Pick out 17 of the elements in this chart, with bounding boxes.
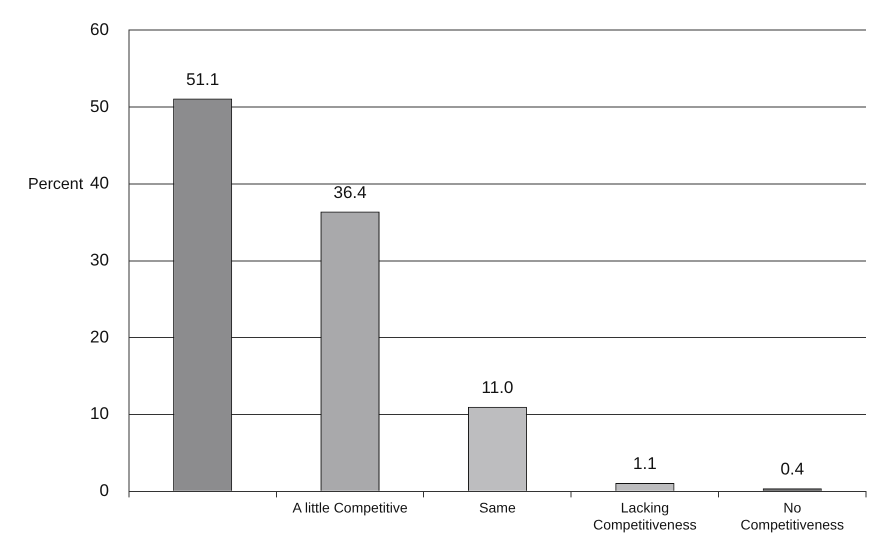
y-axis-title: Percent [28, 176, 84, 194]
data-label: 0.4 [780, 460, 804, 479]
y-tick-label: 10 [90, 404, 109, 424]
data-label: 11.0 [482, 378, 514, 398]
x-tick-label: Same [479, 500, 516, 516]
x-tick-label: Lacking Competitiveness [593, 500, 697, 532]
y-tick-label: 60 [90, 20, 109, 39]
data-label: 51.1 [186, 70, 220, 89]
data-label: 1.1 [633, 454, 657, 474]
y-tick-label: 50 [90, 96, 109, 116]
data-label: 36.4 [333, 182, 367, 202]
y-tick-label: 30 [90, 250, 109, 270]
y-tick-label: 0 [99, 481, 109, 500]
x-tick-label: A little Competitive [292, 500, 408, 516]
y-tick-label: 40 [90, 174, 109, 193]
y-tick-label: 20 [90, 327, 109, 346]
x-tick-label: No Competitiveness [740, 500, 844, 532]
